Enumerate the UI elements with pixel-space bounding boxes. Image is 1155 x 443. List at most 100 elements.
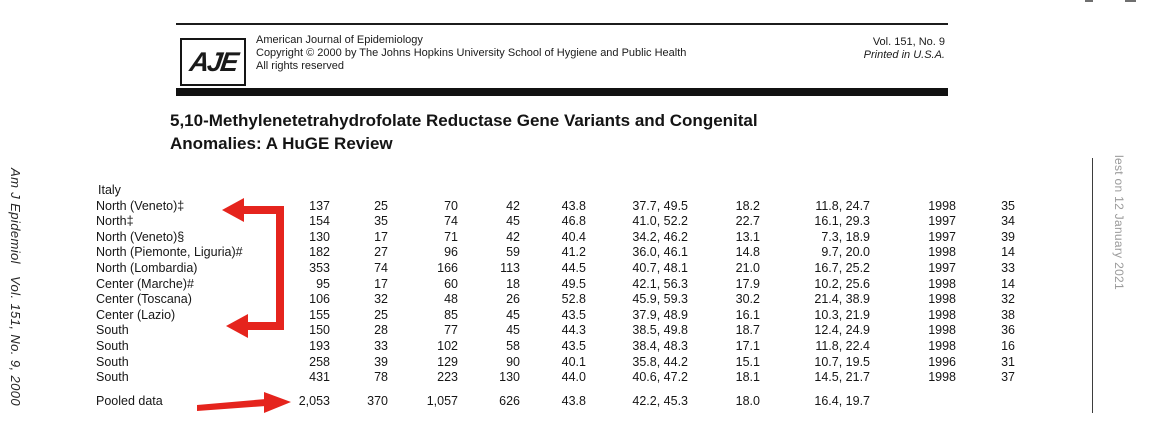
cell-value: 42 — [506, 198, 520, 213]
journal-name: American Journal of Epidemiology — [256, 34, 423, 46]
cell-value: 49.5 — [561, 276, 586, 291]
cell-value: 44.3 — [561, 323, 586, 338]
cell-value: 77 — [444, 323, 458, 338]
results-table: Italy North (Veneto)‡ 137 25 70 42 43.8 37.7, … — [96, 183, 1015, 409]
cell-value: 16.1, 29.3 — [814, 214, 870, 229]
cell-value: 13.1 — [735, 229, 760, 244]
cell-value: 38 — [1001, 307, 1016, 322]
cell-value: 36 — [1001, 323, 1016, 338]
aje-logo-text: AJE — [187, 46, 239, 77]
cell-value: 15.1 — [735, 354, 760, 369]
cell-value: 1996 — [928, 354, 956, 369]
cell-value: 18 — [506, 276, 520, 291]
cell-value: 130 — [499, 370, 520, 385]
row-label: Center (Toscana) — [96, 292, 192, 307]
cell-value: 17.9 — [735, 276, 760, 291]
cell-value: 60 — [444, 276, 458, 291]
cell-value: 1998 — [928, 276, 956, 291]
cell-value: 129 — [437, 354, 458, 369]
paper-title: 5,10-Methylenetetrahydrofolate Reductase… — [170, 109, 758, 155]
cell-value: 30.2 — [735, 292, 760, 307]
cell-value: 78 — [374, 370, 388, 385]
cell-value: 22.7 — [735, 214, 760, 229]
cell-value: 155 — [309, 307, 330, 322]
cell-value: 45 — [506, 323, 520, 338]
cell-value: 18.7 — [735, 323, 760, 338]
cell-value: 37.7, 49.5 — [632, 198, 688, 213]
cell-value: 1998 — [928, 245, 956, 260]
cell-value: 40.4 — [561, 229, 586, 244]
cell-value: 10.2, 25.6 — [814, 276, 870, 291]
cell-value: 45.9, 59.3 — [632, 292, 688, 307]
cell-value: 258 — [309, 354, 330, 369]
cell-value: 32 — [374, 292, 388, 307]
cell-value: 16.4, 19.7 — [814, 393, 870, 408]
row-label: South — [96, 323, 129, 338]
cell-value: 18.1 — [735, 370, 760, 385]
left-margin-citation: Am J Epidemiol Vol. 151, No. 9, 2000 — [8, 168, 23, 407]
cell-value: 43.8 — [561, 393, 586, 408]
cell-value: 1998 — [928, 370, 956, 385]
cell-value: 18.2 — [735, 198, 760, 213]
cell-value: 113 — [500, 260, 520, 275]
cell-value: 27 — [374, 245, 388, 260]
table-body: Italy North (Veneto)‡ 137 25 70 42 43.8 37.7, … — [96, 183, 1015, 409]
cell-value: 370 — [367, 393, 388, 408]
table-row: North‡ 154 35 74 45 46.8 41.0, 52.2 22.7 16.1, 2… — [96, 214, 1015, 230]
cell-value: 95 — [316, 276, 330, 291]
cell-value: 150 — [309, 323, 330, 338]
cell-value: 1998 — [928, 323, 956, 338]
rights-line: All rights reserved — [256, 60, 345, 72]
cell-value: 45 — [506, 307, 520, 322]
header-thick-bar — [176, 88, 948, 96]
volume-line: Vol. 151, No. 9 — [872, 36, 945, 48]
cell-value: 41.0, 52.2 — [632, 214, 688, 229]
cell-value: 31 — [1001, 354, 1016, 369]
cell-value: 1,057 — [426, 393, 458, 408]
cell-value: 39 — [1001, 229, 1016, 244]
cell-value: 16.7, 25.2 — [814, 260, 870, 275]
header-top-rule — [176, 23, 948, 25]
cell-value: 16.1 — [735, 307, 760, 322]
cell-value: 11.8, 24.7 — [815, 198, 870, 213]
cell-value: 52.8 — [561, 292, 586, 307]
cell-value — [956, 386, 1015, 410]
row-label: North (Piemonte, Liguria)# — [96, 245, 243, 260]
cell-value: 42.1, 56.3 — [632, 276, 688, 291]
cell-value: 34 — [1001, 214, 1016, 229]
cell-value: 35 — [374, 214, 388, 229]
cell-value: 1998 — [928, 307, 956, 322]
cell-value — [870, 386, 956, 410]
table-row: North (Veneto)§ 130 17 71 42 40.4 34.2, 46.2 13… — [96, 230, 1015, 246]
row-label: Center (Lazio) — [96, 307, 176, 322]
cell-value: 42.2, 45.3 — [632, 393, 688, 408]
cell-value: 1997 — [928, 229, 956, 244]
cell-value: 1998 — [928, 198, 956, 213]
paper-title-line2: Anomalies: A HuGE Review — [170, 134, 393, 153]
cell-value: 96 — [444, 245, 458, 260]
cell-value: 40.7, 48.1 — [632, 260, 688, 275]
cell-value: 10.7, 19.5 — [814, 354, 870, 369]
cell-value: 33 — [374, 338, 388, 353]
copyright-line: Copyright © 2000 by The Johns Hopkins Un… — [256, 47, 687, 59]
cell-value: 46.8 — [561, 214, 586, 229]
cell-value: 45 — [506, 214, 520, 229]
cell-value: 28 — [374, 323, 388, 338]
journal-header-block: American Journal of Epidemiology Copyrig… — [256, 34, 686, 73]
cell-value: 106 — [309, 292, 330, 307]
cell-value: 37.9, 48.9 — [632, 307, 688, 322]
cell-value: 431 — [309, 370, 330, 385]
cell-value: 44.0 — [561, 370, 586, 385]
cell-value: 90 — [506, 354, 520, 369]
table-group-row: Italy — [96, 183, 1015, 199]
cell-value: 71 — [444, 229, 458, 244]
cell-value: 18.0 — [735, 393, 760, 408]
cell-value: 40.1 — [561, 354, 586, 369]
cell-value: 26 — [506, 292, 520, 307]
cell-value: 10.3, 21.9 — [814, 307, 870, 322]
cell-value: 43.5 — [561, 338, 586, 353]
cell-value: 7.3, 18.9 — [821, 229, 870, 244]
cell-value: 154 — [309, 214, 330, 229]
cell-value: 166 — [437, 260, 458, 275]
scan-artifact — [1085, 0, 1093, 2]
